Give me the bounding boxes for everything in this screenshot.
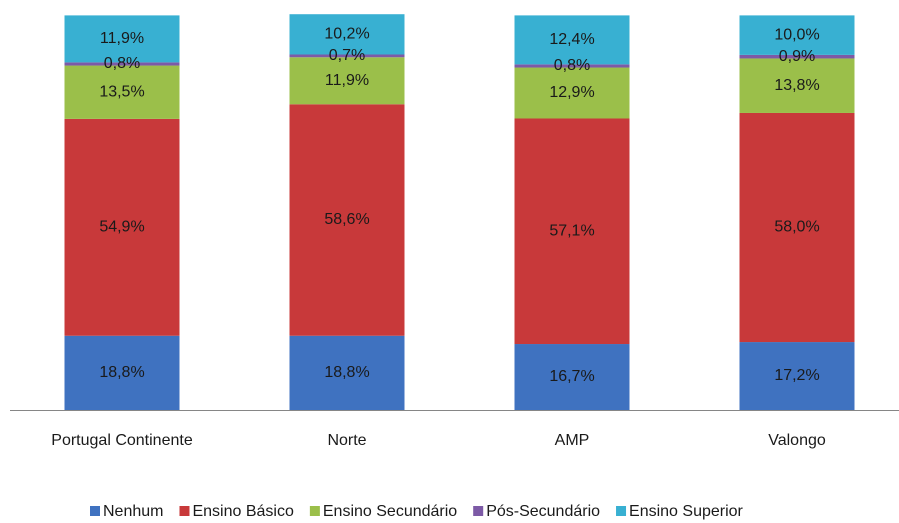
legend-label: Ensino Secundário	[323, 503, 457, 520]
legend-label: Ensino Superior	[629, 503, 744, 520]
data-label: 54,9%	[99, 219, 144, 236]
data-label: 58,6%	[324, 211, 369, 228]
data-label: 12,9%	[549, 84, 594, 101]
legend-label: Nenhum	[103, 503, 163, 520]
legend-swatch	[473, 506, 484, 516]
data-label: 11,9%	[325, 72, 369, 89]
data-label: 17,2%	[774, 367, 819, 384]
bar-segment	[514, 118, 630, 345]
bar-segment	[289, 14, 405, 55]
x-tick-label: Portugal Continente	[51, 432, 193, 449]
bar-segment	[739, 58, 855, 113]
bar-segment	[289, 54, 405, 58]
data-label: 58,0%	[774, 219, 819, 236]
bar-segment	[514, 64, 630, 68]
data-label: 18,8%	[324, 364, 369, 381]
x-tick-label: Valongo	[768, 432, 826, 449]
bar-segment	[739, 54, 855, 59]
data-label: 0,9%	[779, 48, 815, 65]
bar-segment	[289, 104, 405, 336]
data-label: 12,4%	[549, 31, 594, 48]
data-label: 13,5%	[99, 83, 144, 100]
legend-label: Ensino Básico	[192, 503, 293, 520]
data-label: 11,9%	[100, 30, 144, 47]
data-label: 0,7%	[329, 47, 365, 64]
data-label: 0,8%	[554, 57, 590, 74]
bar-segment	[739, 112, 855, 343]
bar-segment	[514, 67, 630, 119]
data-label: 57,1%	[549, 222, 594, 239]
bar-segment	[64, 15, 180, 63]
data-label: 13,8%	[774, 77, 819, 94]
data-label: 0,8%	[104, 55, 140, 72]
bar-segment	[739, 15, 855, 55]
bar-segment	[739, 342, 855, 410]
bar-segment	[289, 335, 405, 410]
bar-segment	[64, 65, 180, 119]
data-label: 10,2%	[324, 26, 369, 43]
x-tick-label: Norte	[327, 432, 366, 449]
bar-segment	[64, 335, 180, 410]
legend-swatch	[309, 506, 320, 516]
bar-segment	[514, 344, 630, 410]
x-tick-label: AMP	[555, 432, 590, 449]
legend-swatch	[616, 506, 627, 516]
bar-segment	[64, 62, 180, 66]
legend-label: Pós-Secundário	[486, 503, 600, 520]
legend-swatch	[90, 506, 100, 516]
legend-swatch	[179, 506, 190, 516]
data-label: 18,8%	[99, 364, 144, 381]
data-label: 16,7%	[549, 368, 594, 385]
bar-segment	[289, 57, 405, 105]
data-label: 10,0%	[774, 26, 819, 43]
bar-segment	[514, 15, 630, 65]
bar-segment	[64, 118, 180, 336]
